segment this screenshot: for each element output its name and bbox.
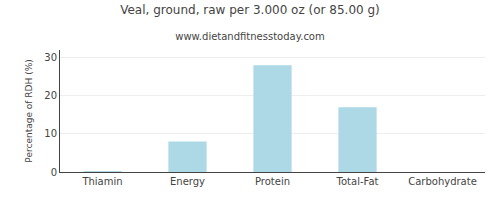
svg-text:10: 10 [44, 128, 57, 139]
svg-text:Percentage of RDH (%): Percentage of RDH (%) [24, 59, 34, 162]
svg-text:Carbohydrate: Carbohydrate [408, 176, 477, 187]
svg-text:www.dietandfitnesstoday.com: www.dietandfitnesstoday.com [175, 31, 324, 42]
svg-text:Energy: Energy [170, 176, 205, 187]
svg-text:Protein: Protein [255, 176, 290, 187]
svg-text:Thiamin: Thiamin [81, 176, 122, 187]
svg-text:0: 0 [51, 167, 57, 178]
svg-text:Veal, ground, raw per 3.000 oz: Veal, ground, raw per 3.000 oz (or 85.00… [120, 3, 380, 17]
svg-text:Total-Fat: Total-Fat [336, 176, 379, 187]
svg-text:20: 20 [44, 90, 57, 101]
svg-text:30: 30 [44, 52, 57, 63]
